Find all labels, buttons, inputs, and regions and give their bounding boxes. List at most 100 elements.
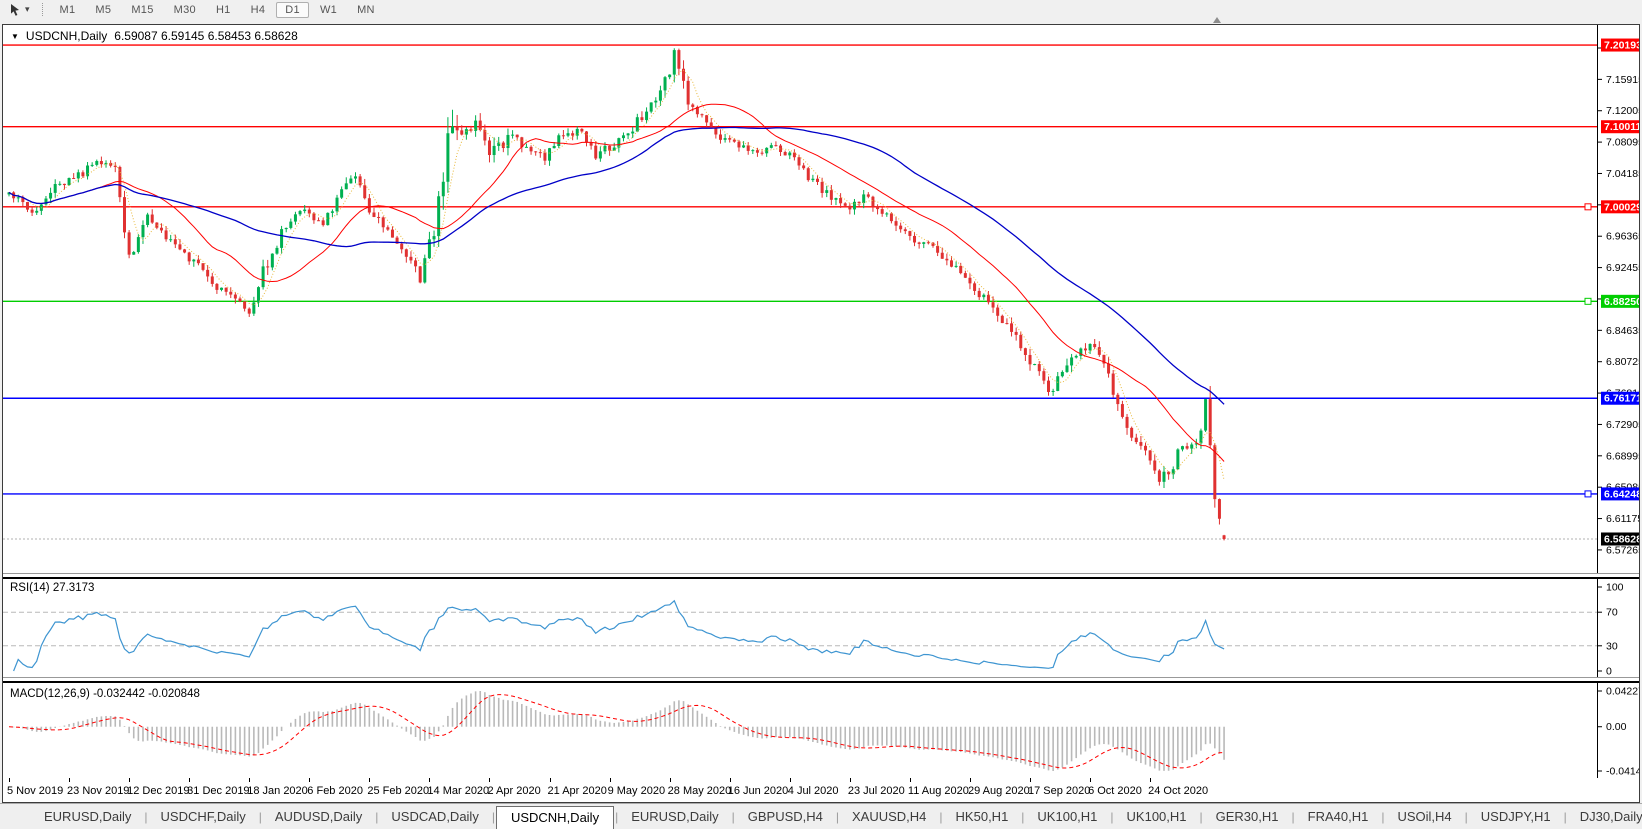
candlestick [608,145,612,151]
price-tick-label: 6.61175 [1606,513,1639,525]
candlestick [432,236,436,240]
chart-tab-xauusd-h4[interactable]: XAUUSD,H4 [852,809,927,824]
candlestick [862,194,866,204]
chart-tab-dj30-daily[interactable]: DJ30,Daily [1579,809,1642,824]
chart-tab-usdcnh-daily[interactable]: USDCNH,Daily [495,805,615,829]
date-label: 9 May 2020 [607,785,666,797]
timeframe-button-h1[interactable]: H1 [215,3,231,16]
candlestick [1074,355,1078,358]
candlestick [113,165,117,167]
timeframe-button-m30[interactable]: M30 [173,3,196,16]
pane-splitter[interactable] [3,573,1639,579]
candlestick [326,212,330,226]
candlestick [571,133,575,136]
cursor-tool-group[interactable]: ▾ [5,3,34,17]
chart-tab-hk50-h1[interactable]: HK50,H1 [955,809,1009,824]
chart-tab-ger30-h1[interactable]: GER30,H1 [1215,809,1279,824]
candlestick [908,231,912,236]
chart-tab-eurusd-daily[interactable]: EURUSD,Daily [44,809,132,824]
timeframe-button-d1[interactable]: D1 [276,1,309,18]
timeframe-button-m15[interactable]: M15 [131,3,154,16]
candlestick [446,133,450,182]
candlestick [354,176,357,179]
candlestick [668,74,672,78]
tab-separator: | [1563,809,1567,824]
candlestick [335,197,339,212]
chart-tab-eurusd-daily[interactable]: EURUSD,Daily [631,809,719,824]
candlestick [289,221,293,228]
candlestick [1037,364,1041,372]
collapse-triangle-icon[interactable]: ▼ [11,31,19,41]
candlestick [880,209,884,214]
candlestick [501,142,505,149]
candlestick [164,230,168,240]
candlestick [654,100,658,103]
candlestick [797,157,801,166]
candlestick [104,162,108,165]
timeframe-button-m5[interactable]: M5 [95,3,112,16]
price-chart-pane[interactable]: 6.572656.611756.650856.689956.729056.768… [3,25,1639,573]
macd-indicator-pane[interactable]: 0.042275 0.00 -0.04148 [3,683,1639,778]
candlestick [427,239,431,259]
rsi-indicator-pane[interactable]: 100 70 30 0 [3,579,1639,677]
candlestick [372,212,376,217]
candlestick [150,214,154,223]
candlestick [159,227,163,231]
candlestick [1148,450,1152,461]
candlestick [196,259,200,264]
date-axis[interactable]: 5 Nov 2019 23 Nov 2019 12 Dec 2019 31 Dec 2… [3,778,1639,802]
candlestick [1079,348,1083,356]
candlestick [834,198,838,200]
chart-tab-uk100-h1[interactable]: UK100,H1 [1037,809,1098,824]
tab-separator: | [1464,809,1468,824]
rsi-tick-label: 70 [1606,607,1618,619]
cursor-tool-icon[interactable] [9,3,22,17]
candlestick [649,102,653,112]
chevron-down-icon[interactable]: ▾ [25,4,30,14]
candlestick [1033,364,1037,366]
candlestick [1047,380,1050,392]
candlestick [598,151,602,159]
candlestick [1157,470,1161,482]
toolbar-grip[interactable] [41,3,43,16]
timeframe-button-h4[interactable]: H4 [250,3,266,16]
candlestick [603,145,607,152]
candlestick [788,152,792,156]
candlestick [816,178,819,182]
date-tick [369,778,371,782]
candlestick [825,190,829,193]
level-price-label: 7.20193 [1604,40,1639,52]
candlestick [871,196,875,207]
chart-tab-fra40-h1[interactable]: FRA40,H1 [1307,809,1369,824]
candlestick [806,168,810,181]
chart-tab-usoil-h4[interactable]: USOil,H4 [1397,809,1452,824]
pane-splitter[interactable] [3,677,1639,683]
candlestick [1185,446,1189,449]
date-tick [489,778,491,782]
candlestick [173,239,177,245]
candlestick [76,172,80,179]
date-tick [9,778,10,782]
price-tick-label: 7.15915 [1606,74,1639,86]
chart-tab-usdcad-daily[interactable]: USDCAD,Daily [391,809,479,824]
candlestick [381,217,385,228]
chart-tab-audusd-daily[interactable]: AUDUSD,Daily [274,809,363,824]
candlestick [1222,535,1226,539]
chart-tab-usdjpy-h1[interactable]: USDJPY,H1 [1480,809,1551,824]
candlestick [718,134,722,140]
candlestick [977,290,981,298]
chart-tab-uk100-h1[interactable]: UK100,H1 [1126,809,1187,824]
candlestick [561,135,565,137]
candlestick [640,117,644,121]
timeframe-button-w1[interactable]: W1 [319,3,338,16]
chart-tab-usdchf-daily[interactable]: USDCHF,Daily [160,809,246,824]
candlestick [1190,444,1194,449]
candlestick [705,115,709,123]
candlestick [765,147,769,154]
chart-tab-gbpusd-h4[interactable]: GBPUSD,H4 [747,809,823,824]
timeframe-button-mn[interactable]: MN [357,3,375,16]
candlestick [899,225,903,230]
date-label: 16 Jun 2020 [727,785,789,797]
candlestick [700,114,704,116]
timeframe-button-m1[interactable]: M1 [59,3,76,16]
